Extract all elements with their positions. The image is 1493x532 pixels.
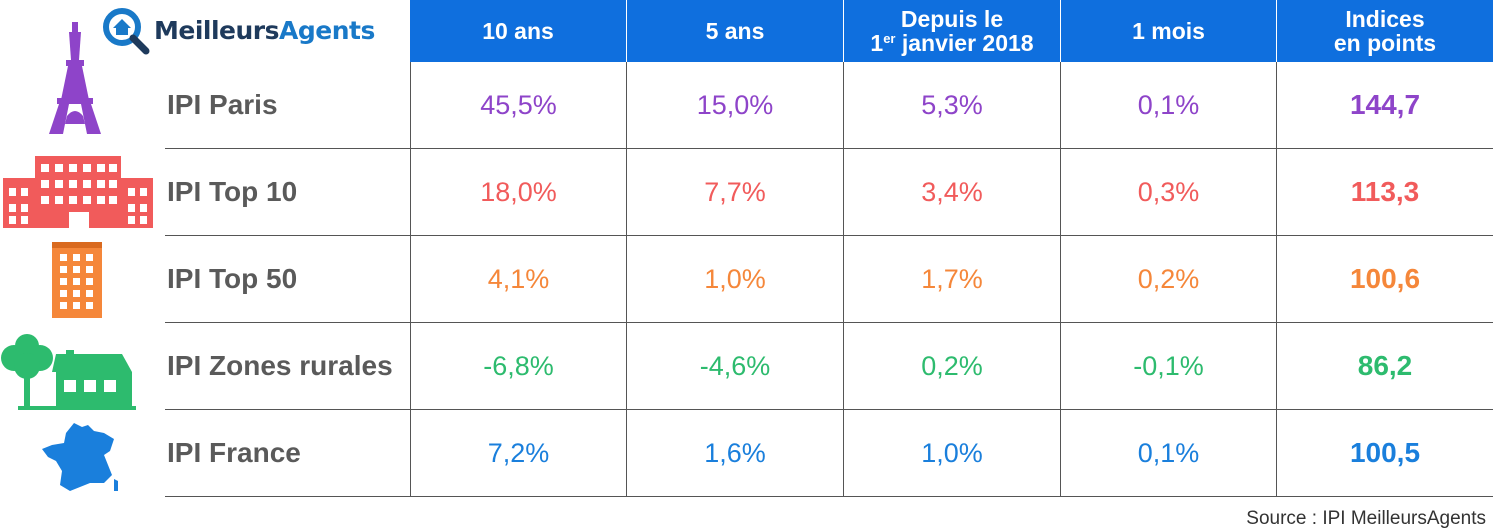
data-cell: 18,0%	[410, 149, 626, 235]
data-cell: 0,3%	[1060, 149, 1276, 235]
data-cell: 0,2%	[1060, 236, 1276, 322]
data-cell: 1,0%	[843, 410, 1060, 496]
data-cell: 7,2%	[410, 410, 626, 496]
column-header-10-ans: 10 ans	[482, 18, 554, 44]
index-cell: 113,3	[1276, 149, 1493, 235]
data-cell: 5,3%	[843, 62, 1060, 148]
table-row: IPI Top 10 18,0% 7,7% 3,4% 0,3% 113,3	[165, 149, 1493, 236]
data-cell: 15,0%	[626, 62, 843, 148]
data-cell: 0,1%	[1060, 62, 1276, 148]
france-map-icon	[42, 423, 118, 491]
table-row: IPI Top 50 4,1% 1,0% 1,7% 0,2% 100,6	[165, 236, 1493, 323]
house-magnifier-icon	[103, 8, 150, 55]
table-header: 10 ans 5 ans Depuis le 1er janvier 2018 …	[410, 0, 1493, 62]
column-header-1-mois: 1 mois	[1060, 0, 1276, 62]
data-cell: 0,1%	[1060, 410, 1276, 496]
row-label: IPI Paris	[167, 89, 278, 120]
row-label: IPI Top 10	[167, 176, 298, 207]
table-row: IPI Paris 45,5% 15,0% 5,3% 0,1% 144,7	[165, 62, 1493, 149]
index-cell: 100,6	[1276, 236, 1493, 322]
column-header-5-ans: 5 ans	[626, 0, 843, 62]
row-label: IPI Top 50	[167, 263, 298, 294]
column-header-indices: Indices en points	[1276, 0, 1493, 62]
row-label: IPI Zones rurales	[167, 350, 393, 381]
data-cell: 4,1%	[410, 236, 626, 322]
apartment-building-icon	[52, 242, 102, 318]
data-cell: -6,8%	[410, 323, 626, 409]
data-cell: -0,1%	[1060, 323, 1276, 409]
source-note: Source : IPI MeilleursAgents	[1246, 508, 1486, 529]
brand-logo: MeilleursAgents	[100, 4, 405, 56]
table-body: IPI Paris 45,5% 15,0% 5,3% 0,1% 144,7 IP…	[165, 62, 1493, 497]
index-cell: 86,2	[1276, 323, 1493, 409]
tree-and-house-icon	[1, 334, 136, 410]
row-label: IPI France	[167, 437, 301, 468]
eiffel-tower-icon	[49, 22, 101, 134]
data-cell: -4,6%	[626, 323, 843, 409]
data-cell: 3,4%	[843, 149, 1060, 235]
brand-name: MeilleursAgents	[154, 15, 375, 45]
index-cell: 100,5	[1276, 410, 1493, 496]
data-cell: 1,6%	[626, 410, 843, 496]
index-cell: 144,7	[1276, 62, 1493, 148]
table-row: IPI France 7,2% 1,6% 1,0% 0,1% 100,5	[165, 410, 1493, 497]
data-cell: 7,7%	[626, 149, 843, 235]
data-cell: 1,7%	[843, 236, 1060, 322]
table-row: IPI Zones rurales -6,8% -4,6% 0,2% -0,1%…	[165, 323, 1493, 410]
data-cell: 1,0%	[626, 236, 843, 322]
large-building-icon	[3, 156, 153, 228]
data-cell: 45,5%	[410, 62, 626, 148]
column-header-depuis-janvier: Depuis le 1er janvier 2018	[843, 0, 1060, 62]
data-cell: 0,2%	[843, 323, 1060, 409]
